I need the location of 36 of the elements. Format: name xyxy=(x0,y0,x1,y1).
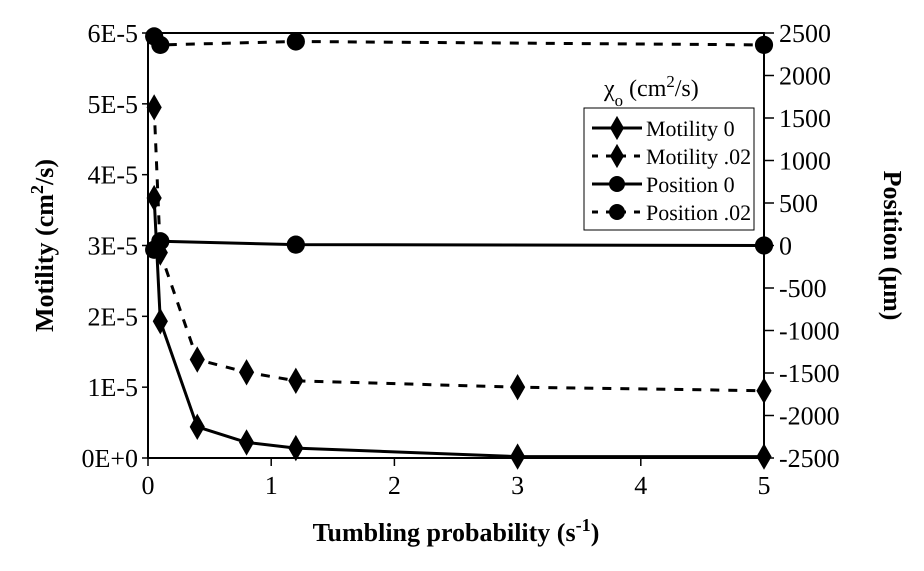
y-tick-label: 6E-5 xyxy=(87,19,138,48)
x-tick-label: 2 xyxy=(388,471,401,500)
y-tick-label: 5E-5 xyxy=(87,90,138,119)
point xyxy=(286,32,305,51)
point xyxy=(754,236,774,255)
x-tick-label: 0 xyxy=(142,471,154,500)
y2-tick-label: -1000 xyxy=(779,316,840,346)
y-tick-label: 4E-5 xyxy=(87,160,138,190)
y-tick-label: 0E+0 xyxy=(81,444,138,473)
y2-tick-label: 2500 xyxy=(779,19,831,48)
x-tick-label: 1 xyxy=(264,471,278,500)
x-tick-label: 3 xyxy=(511,471,524,500)
y2-tick-label: -2500 xyxy=(779,444,840,473)
x-tick-label: 5 xyxy=(758,471,770,500)
y2-tick-label: 500 xyxy=(779,189,818,218)
x-tick-label: 4 xyxy=(634,471,648,500)
y2-tick-label: 0 xyxy=(779,232,792,260)
legend-label: Motility .02 xyxy=(646,144,752,169)
point xyxy=(754,36,774,54)
y2-axis-title: Position (μm) xyxy=(878,170,907,320)
legend-label: Position .02 xyxy=(646,200,752,225)
y2-tick-label: -500 xyxy=(779,274,827,303)
legend-title: χ$_{o}$ (cm$^{2}$/s) xyxy=(603,72,699,110)
y-tick-label: 1E-5 xyxy=(87,373,138,402)
y-tick-label: 2E-5 xyxy=(87,302,138,332)
y2-tick-label: 1500 xyxy=(779,104,831,133)
y2-tick-label: 2000 xyxy=(779,62,831,90)
legend-label: Motility 0 xyxy=(646,116,735,141)
legend-label: Position 0 xyxy=(646,172,735,197)
point xyxy=(151,36,170,54)
y2-tick-label: -1500 xyxy=(779,359,840,388)
y2-tick-label: -2000 xyxy=(779,402,840,430)
y-tick-label: 3E-5 xyxy=(87,232,138,260)
x-axis-title: Tumbling probability (s$^{-1}$) xyxy=(312,515,600,547)
point xyxy=(286,236,305,254)
y2-tick-label: 1000 xyxy=(779,146,831,176)
